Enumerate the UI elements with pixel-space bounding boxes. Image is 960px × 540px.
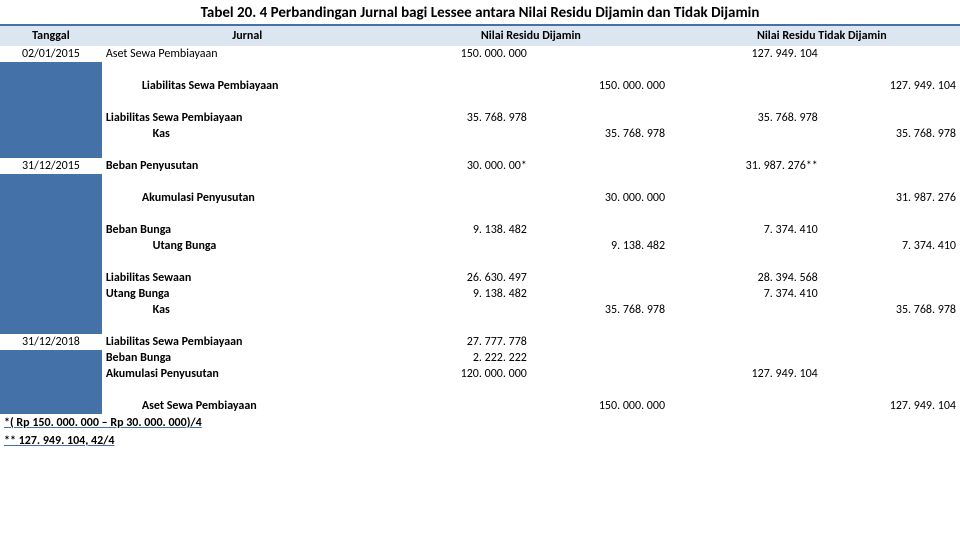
footnote-1: *( Rp 150. 000. 000 – Rp 30. 000. 000)/4 (0, 414, 960, 432)
cell-jrnl: Beban Bunga (102, 222, 393, 238)
cell-c1: 35. 768. 978 (531, 126, 669, 142)
table-row: Utang Bunga 9. 138. 482 7. 374. 410 (0, 238, 960, 254)
cell-d2: 35. 768. 978 (684, 110, 822, 126)
cell-c1 (531, 46, 669, 62)
cell-c2: 127. 949. 104 (822, 398, 960, 414)
table-row: 31/12/2018 Liabilitas Sewa Pembiayaan 27… (0, 334, 960, 350)
table-row (0, 254, 960, 270)
comparison-table: Tanggal Jurnal Nilai Residu Dijamin Nila… (0, 26, 960, 414)
cell-jrnl: Liabilitas Sewa Pembiayaan (102, 78, 393, 94)
table-row: Aset Sewa Pembiayaan 150. 000. 000 127. … (0, 398, 960, 414)
cell-jrnl: Aset Sewa Pembiayaan (102, 398, 393, 414)
table-row: 02/01/2015 Aset Sewa Pembiayaan 150. 000… (0, 46, 960, 62)
cell-d1: 35. 768. 978 (393, 110, 531, 126)
cell-jrnl: Aset Sewa Pembiayaan (102, 46, 393, 62)
table-row: Liabilitas Sewa Pembiayaan 150. 000. 000… (0, 78, 960, 94)
table-row: Liabilitas Sewa Pembiayaan 35. 768. 978 … (0, 110, 960, 126)
header-row: Tanggal Jurnal Nilai Residu Dijamin Nila… (0, 26, 960, 46)
cell-c2: 35. 768. 978 (822, 302, 960, 318)
table-row (0, 206, 960, 222)
cell-jrnl: Utang Bunga (102, 286, 393, 302)
hdr-gap (669, 26, 684, 46)
cell-jrnl: Akumulasi Penyusutan (102, 190, 393, 206)
cell-date: 31/12/2018 (0, 334, 102, 350)
cell-jrnl: Beban Bunga (102, 350, 393, 366)
table-row (0, 382, 960, 398)
cell-c1: 150. 000. 000 (531, 398, 669, 414)
cell-d1: 120. 000. 000 (393, 366, 531, 382)
cell-date: 02/01/2015 (0, 46, 102, 62)
table-title: Tabel 20. 4 Perbandingan Jurnal bagi Les… (0, 0, 960, 26)
cell-d2: 127. 949. 104 (684, 46, 822, 62)
cell-d1: 150. 000. 000 (393, 46, 531, 62)
table-row: Liabilitas Sewaan 26. 630. 497 28. 394. … (0, 270, 960, 286)
cell-c1: 150. 000. 000 (531, 78, 669, 94)
cell-c2: 35. 768. 978 (822, 126, 960, 142)
cell-c1: 30. 000. 000 (531, 190, 669, 206)
cell-jrnl: Kas (102, 302, 393, 318)
cell-c2: 127. 949. 104 (822, 78, 960, 94)
cell-jrnl: Liabilitas Sewaan (102, 270, 393, 286)
table-row: Beban Bunga 2. 222. 222 (0, 350, 960, 366)
cell-c1: 35. 768. 978 (531, 302, 669, 318)
table-row: Kas 35. 768. 978 35. 768. 978 (0, 302, 960, 318)
cell-jrnl: Liabilitas Sewa Pembiayaan (102, 110, 393, 126)
table-row (0, 318, 960, 334)
cell-d2: 127. 949. 104 (684, 366, 822, 382)
cell-d1: 30. 000. 00* (393, 158, 531, 174)
table-row: 31/12/2015 Beban Penyusutan 30. 000. 00*… (0, 158, 960, 174)
cell-c2: 31. 987. 276 (822, 190, 960, 206)
cell-d2: 7. 374. 410 (684, 286, 822, 302)
cell-d1: 9. 138. 482 (393, 222, 531, 238)
table-row: Utang Bunga 9. 138. 482 7. 374. 410 (0, 286, 960, 302)
table-row (0, 142, 960, 158)
table-row: Akumulasi Penyusutan 120. 000. 000 127. … (0, 366, 960, 382)
table-row (0, 174, 960, 190)
hdr-dijamin: Nilai Residu Dijamin (393, 26, 669, 46)
cell-c2 (822, 46, 960, 62)
cell-d2: 31. 987. 276** (684, 158, 822, 174)
cell-d1: 9. 138. 482 (393, 286, 531, 302)
table-row (0, 62, 960, 78)
cell-jrnl: Utang Bunga (102, 238, 393, 254)
cell-d2: 7. 374. 410 (684, 222, 822, 238)
cell-jrnl: Akumulasi Penyusutan (102, 366, 393, 382)
table-row (0, 94, 960, 110)
cell-date: 31/12/2015 (0, 158, 102, 174)
hdr-tanggal: Tanggal (0, 26, 102, 46)
cell-jrnl: Beban Penyusutan (102, 158, 393, 174)
cell-jrnl: Kas (102, 126, 393, 142)
cell-d1: 27. 777. 778 (393, 334, 531, 350)
cell-d1: 26. 630. 497 (393, 270, 531, 286)
cell-jrnl: Liabilitas Sewa Pembiayaan (102, 334, 393, 350)
hdr-tidak: Nilai Residu Tidak Dijamin (684, 26, 960, 46)
cell-d1: 2. 222. 222 (393, 350, 531, 366)
cell-c2: 7. 374. 410 (822, 238, 960, 254)
footnote-2: ** 127. 949. 104, 42/4 (0, 432, 960, 450)
table-row: Kas 35. 768. 978 35. 768. 978 (0, 126, 960, 142)
table-row: Beban Bunga 9. 138. 482 7. 374. 410 (0, 222, 960, 238)
table-row: Akumulasi Penyusutan 30. 000. 000 31. 98… (0, 190, 960, 206)
hdr-jurnal: Jurnal (102, 26, 393, 46)
cell-d2: 28. 394. 568 (684, 270, 822, 286)
cell-c1: 9. 138. 482 (531, 238, 669, 254)
